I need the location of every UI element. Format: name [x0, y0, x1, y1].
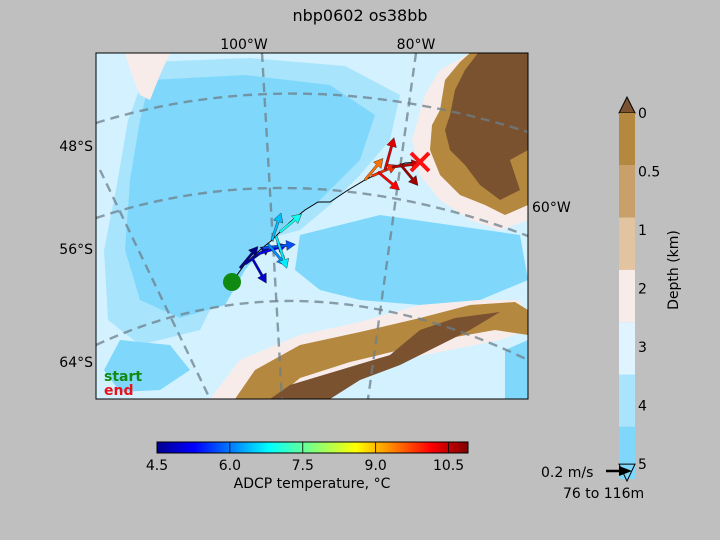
legend-start: start: [104, 369, 142, 385]
depth-colorbar-segment: [619, 269, 635, 323]
depth-colorbar-tick: 5: [638, 457, 647, 473]
current-vector: [376, 170, 400, 191]
map-frame: [95, 52, 529, 400]
depth-colorbar-extend-top: [618, 95, 636, 114]
temperature-colorbar: [156, 441, 469, 454]
end-marker: [409, 151, 431, 173]
current-vector: [371, 163, 398, 178]
depth-colorbar-tick: 2: [638, 282, 647, 298]
depth-colorbar-tick: 1: [638, 223, 647, 239]
ocean-abyssal: [125, 75, 375, 318]
map-panel: [96, 53, 528, 399]
lat-label-64s: 64°S: [59, 355, 93, 371]
lat-label-48s: 48°S: [59, 139, 93, 155]
current-vector: [270, 212, 284, 241]
depth-colorbar-tick: 0.5: [638, 165, 660, 181]
lat-label-56s: 56°S: [59, 242, 93, 258]
land-southamerica-dark: [445, 53, 528, 200]
graticule: [96, 53, 528, 399]
ocean-abyssal-south: [104, 340, 190, 392]
lon-label-80w: 80°W: [397, 37, 436, 53]
lon-label-60w: 60°W: [532, 200, 571, 216]
temperature-tick-label: 9.0: [365, 458, 387, 474]
temperature-colorbar-label: ADCP temperature, °C: [234, 476, 391, 492]
depth-colorbar-segment: [619, 374, 635, 427]
start-marker: [223, 273, 241, 291]
depth-colorbar-segment: [619, 165, 635, 218]
temperature-tick-label: 4.5: [146, 458, 168, 474]
depth-colorbar: 0 0.5 1 2 3 4 5: [618, 95, 660, 483]
temperature-tick-label: 6.0: [219, 458, 241, 474]
temperature-tick-label: 10.5: [433, 458, 464, 474]
current-vector: [383, 137, 397, 171]
depth-colorbar-tick: 0: [638, 106, 647, 122]
current-vector: [238, 246, 259, 270]
lon-label-100w: 100°W: [220, 37, 268, 53]
current-vector: [398, 162, 419, 186]
depth-colorbar-segment: [619, 322, 635, 375]
current-vector: [278, 213, 302, 234]
current-vectors: [238, 137, 422, 284]
vector-key-depth: 76 to 116m: [563, 486, 644, 502]
shelf-north: [125, 53, 170, 100]
land-peninsula-dark: [270, 312, 500, 399]
depth-colorbar-tick: 3: [638, 340, 647, 356]
current-vector: [250, 257, 267, 284]
temperature-tick-label: 7.5: [292, 458, 314, 474]
chart-title: nbp0602 os38bb: [292, 6, 427, 25]
vector-key-arrow: [606, 466, 632, 476]
legend-end: end: [104, 383, 133, 399]
depth-colorbar-label: Depth (km): [666, 230, 682, 310]
current-vector: [363, 158, 384, 182]
ocean-abyssal-east: [295, 215, 528, 305]
current-vector: [274, 235, 289, 269]
depth-colorbar-segment: [619, 217, 635, 270]
depth-colorbar-segment: [619, 113, 635, 166]
depth-colorbar-tick: 4: [638, 399, 647, 415]
ocean-east-south: [505, 340, 528, 399]
vector-key-speed: 0.2 m/s: [541, 465, 593, 481]
temperature-ticks: 4.5 6.0 7.5 9.0 10.5: [146, 442, 464, 474]
